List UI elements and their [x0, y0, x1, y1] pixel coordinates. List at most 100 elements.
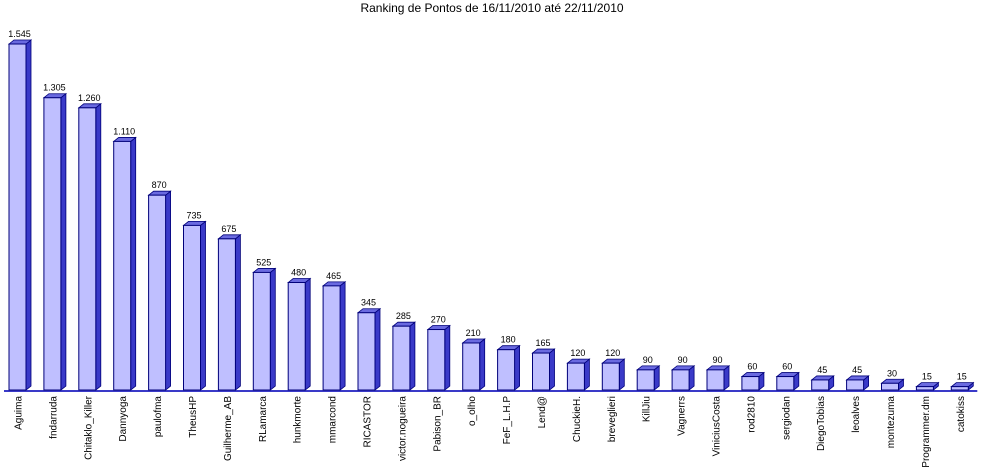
bar-front — [881, 382, 899, 391]
data-label: 270 — [431, 315, 446, 325]
bar-front — [915, 386, 934, 391]
data-label: 525 — [256, 257, 271, 267]
bar-8 — [252, 267, 277, 391]
bar-front — [601, 362, 620, 391]
category-label: TheusHP — [188, 396, 199, 438]
bar-23 — [775, 371, 800, 391]
bar-front — [78, 107, 97, 391]
data-label: 90 — [643, 355, 653, 365]
category-label: catokiss — [956, 396, 967, 432]
data-label: 180 — [501, 335, 516, 345]
category-label: ViniciusCosta — [712, 396, 723, 457]
bar-front — [636, 369, 655, 391]
data-label: 60 — [747, 362, 757, 372]
bar-13 — [426, 324, 451, 391]
data-label: 45 — [852, 365, 862, 375]
data-label: 1.545 — [8, 29, 31, 39]
data-label: 45 — [817, 365, 827, 375]
category-label: Aguima — [14, 396, 25, 430]
category-label: breveglieri — [607, 396, 618, 442]
bars-layer — [4, 39, 978, 392]
bar-11 — [356, 307, 382, 391]
bar-front — [706, 369, 725, 391]
bar-2 — [42, 92, 68, 391]
category-label: montezuma — [886, 396, 897, 449]
bar-12 — [391, 321, 417, 391]
bar-side — [549, 348, 555, 391]
category-label: DiegoTobias — [816, 396, 827, 451]
bar-26 — [880, 378, 905, 391]
bar-20 — [670, 365, 696, 391]
bar-front — [532, 352, 550, 391]
data-label: 735 — [186, 210, 201, 220]
bar-16 — [531, 348, 556, 391]
labels-layer: 1.545 Aguima 1.305 fndarruda 1.260 Chitaklo_K… — [8, 29, 967, 468]
bar-6 — [182, 220, 207, 391]
bar-front — [183, 224, 201, 391]
data-label: 120 — [570, 348, 585, 358]
bar-24 — [810, 375, 835, 391]
bar-25 — [845, 375, 870, 391]
bar-front — [113, 140, 132, 391]
bar-front — [287, 282, 306, 391]
bar-27 — [915, 381, 940, 391]
category-label: RICASTOR — [363, 396, 374, 448]
data-label: 285 — [396, 311, 411, 321]
data-label: 1.260 — [78, 93, 101, 103]
category-label: Pabison_BR — [432, 396, 443, 452]
data-label: 90 — [678, 355, 688, 365]
bar-side — [165, 190, 172, 391]
category-label: sergiodan — [781, 396, 792, 440]
data-label: 1.110 — [113, 126, 135, 136]
chart-title: Ranking de Pontos de 16/11/2010 até 22/1… — [360, 1, 624, 15]
bar-side — [25, 39, 32, 391]
bar-7 — [217, 234, 242, 391]
bar-front — [43, 97, 62, 391]
bar-side — [339, 281, 346, 391]
bar-side — [618, 358, 625, 391]
bar-front — [462, 342, 481, 391]
category-label: Vagnerrs — [677, 396, 688, 436]
data-label: 90 — [712, 355, 722, 365]
bar-side — [444, 324, 451, 391]
bar-front — [811, 379, 830, 391]
bar-front — [846, 379, 865, 391]
bar-front — [217, 238, 236, 391]
bar-front — [497, 349, 516, 391]
bar-front — [776, 376, 795, 391]
data-label: 120 — [605, 348, 620, 358]
category-label: KillJiu — [642, 396, 653, 422]
bar-3 — [77, 102, 102, 391]
data-label: 15 — [922, 372, 932, 382]
bar-15 — [496, 344, 521, 391]
bar-front — [357, 312, 376, 391]
data-label: 345 — [361, 298, 376, 308]
data-label: 675 — [221, 224, 236, 234]
bar-front — [741, 376, 760, 391]
data-label: 465 — [326, 271, 341, 281]
bar-front — [252, 271, 271, 391]
bar-side — [514, 344, 520, 391]
category-label: Dannyoga — [118, 396, 129, 442]
bar-19 — [636, 365, 661, 391]
bar-side — [95, 102, 102, 391]
bar-9 — [287, 277, 312, 391]
bar-front — [671, 369, 690, 391]
bar-5 — [147, 190, 172, 391]
data-label: 1.305 — [43, 83, 66, 93]
category-label: Chitaklo_Killer — [83, 395, 94, 460]
category-label: paulofma — [153, 396, 164, 438]
bar-front — [148, 194, 167, 391]
bar-front — [322, 285, 341, 391]
category-label: leoalves — [851, 396, 862, 433]
bar-side — [130, 136, 137, 391]
bar-side — [584, 358, 590, 391]
bar-side — [200, 220, 206, 391]
category-label: rod2810 — [746, 396, 757, 433]
bar-18 — [601, 358, 626, 391]
data-label: 165 — [535, 338, 550, 348]
bar-side — [374, 307, 381, 391]
bar-side — [234, 234, 241, 391]
bar-1 — [7, 39, 33, 391]
